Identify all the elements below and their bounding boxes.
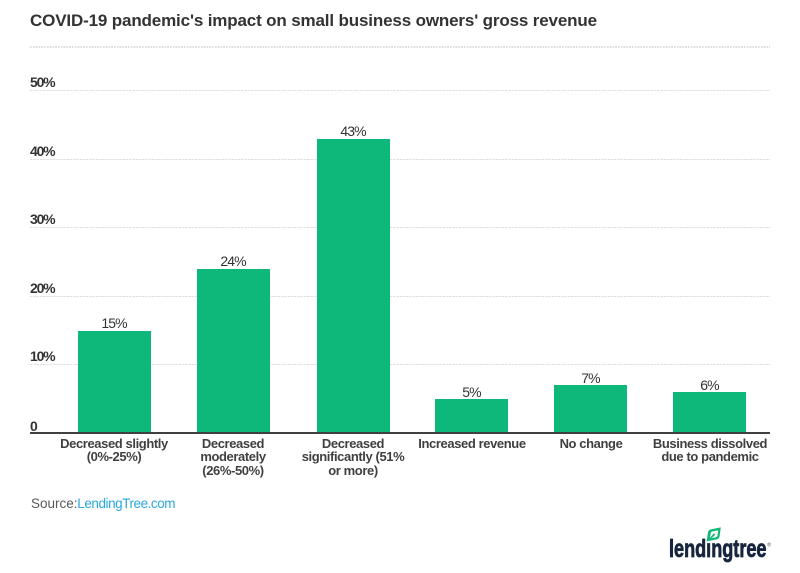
- svg-text:lendıngtree: lendıngtree: [669, 535, 767, 563]
- svg-text:®: ®: [767, 542, 771, 549]
